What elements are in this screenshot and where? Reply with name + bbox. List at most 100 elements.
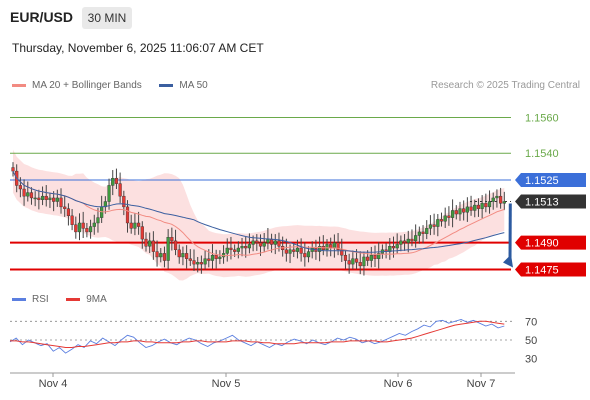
candle-body [358, 262, 362, 267]
ma20-swatch [12, 84, 26, 87]
x-tick-label: Nov 6 [384, 378, 413, 390]
rsi-tick-30: 30 [525, 354, 537, 366]
candle-body [332, 242, 336, 249]
candle-body [476, 204, 481, 209]
candle-body [59, 197, 63, 208]
timeframe-button[interactable]: 30 MIN [82, 7, 132, 29]
level-label-1.1525: 1.1525 [525, 175, 559, 187]
candle-body [240, 246, 244, 249]
candle-body [118, 183, 122, 197]
candle-body [447, 215, 451, 218]
candle-body [465, 206, 469, 213]
level-tag-1.1513 [515, 194, 586, 209]
candle-body [166, 237, 170, 261]
forecast-arrow-head [503, 254, 513, 268]
candle-body [247, 244, 252, 249]
candle-body [495, 195, 499, 199]
candle-body [255, 240, 259, 243]
candle-body [462, 208, 466, 213]
legend-ma20: MA 20 + Bollinger Bands [32, 80, 142, 91]
candle-body [325, 244, 329, 251]
candle-body [391, 246, 396, 249]
candle-body [502, 201, 506, 204]
candle-body [439, 219, 444, 222]
candle-body [22, 188, 26, 197]
candle-body [306, 251, 311, 258]
candle-body [129, 222, 133, 229]
candle-body [66, 208, 71, 217]
level-label-1.1513: 1.1513 [525, 197, 559, 209]
candle-body [233, 249, 237, 252]
candle-body [329, 244, 333, 249]
candle-body [318, 246, 322, 252]
candle-body [369, 254, 373, 261]
candle-body [144, 238, 148, 247]
ma50-swatch [159, 84, 174, 87]
candle-body [395, 244, 399, 249]
candle-body [70, 215, 74, 225]
x-tick-label: Nov 7 [467, 378, 496, 390]
candle-body [26, 192, 30, 197]
candle-body [229, 247, 233, 251]
candle-body [366, 256, 370, 261]
legend-rsi: RSI [32, 294, 49, 305]
candle-body [151, 240, 155, 252]
candle-body [266, 238, 270, 243]
candle-body [421, 231, 425, 234]
candle-body [11, 167, 15, 172]
candle-body [77, 222, 82, 233]
candle-body [133, 222, 137, 229]
candle-body [343, 254, 348, 261]
ma50-line [12, 170, 505, 253]
rsi-ma-line [10, 320, 505, 348]
candle-body [432, 224, 436, 227]
candle-body [417, 231, 421, 236]
candle-body [269, 238, 274, 245]
candle-body [48, 197, 52, 200]
candle-body [181, 253, 185, 258]
candle-body [351, 258, 355, 265]
level-label-1.1475: 1.1475 [525, 264, 559, 276]
level-tag-1.1475 [515, 262, 586, 277]
level-label-1.1560: 1.1560 [525, 112, 559, 124]
candle-body [55, 197, 59, 202]
candle-body [484, 203, 488, 208]
candle-body [114, 178, 119, 184]
candle-body [406, 238, 410, 243]
candle-body [203, 258, 207, 265]
candle-body [284, 249, 288, 254]
candle-body [399, 240, 403, 245]
x-tick-label: Nov 4 [39, 378, 68, 390]
candle-body [111, 178, 115, 186]
candle-body [354, 258, 359, 263]
candle-body [425, 228, 429, 234]
candle-body [18, 185, 22, 190]
candle-body [81, 222, 85, 229]
level-tag-1.1490 [515, 235, 586, 250]
chart-datetime: Thursday, November 6, 2025 11:06:07 AM C… [12, 41, 264, 55]
rsi-ma-swatch [66, 298, 81, 301]
candle-body [262, 242, 266, 247]
candle-body [373, 254, 377, 259]
candle-body [170, 237, 174, 242]
candle-body [162, 253, 167, 261]
candle-body [473, 204, 477, 211]
candle-body [299, 247, 303, 254]
candle-body [92, 222, 96, 227]
candle-body [295, 247, 300, 252]
x-tick-label: Nov 5 [212, 378, 241, 390]
candle-body [244, 246, 248, 249]
candle-body [414, 235, 418, 242]
candle-body [107, 185, 111, 202]
candle-body [74, 224, 78, 233]
bollinger-band [13, 149, 505, 281]
candle-body [148, 240, 152, 247]
candle-body [52, 197, 56, 202]
candle-body [362, 256, 366, 267]
level-tag-1.1525 [515, 173, 586, 188]
rsi-tick-50: 50 [525, 335, 537, 347]
candle-body [428, 224, 433, 229]
candle-body [499, 195, 503, 204]
legend-rsi-ma: 9MA [86, 294, 107, 305]
